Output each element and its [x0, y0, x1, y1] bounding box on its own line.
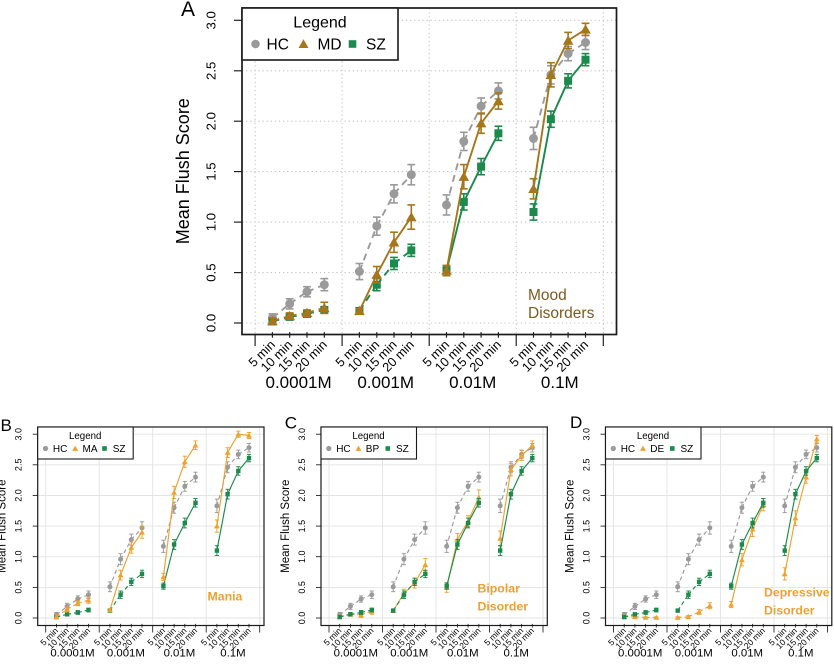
svg-text:0.0: 0.0 — [204, 314, 219, 332]
svg-text:0.001M: 0.001M — [107, 648, 145, 660]
svg-text:0.0: 0.0 — [14, 612, 24, 625]
svg-text:BP: BP — [366, 444, 380, 455]
svg-text:HC: HC — [267, 37, 289, 54]
svg-text:0.0001M: 0.0001M — [50, 648, 94, 660]
svg-text:0.01M: 0.01M — [447, 648, 479, 660]
svg-text:0.01M: 0.01M — [731, 648, 763, 660]
svg-text:1.5: 1.5 — [204, 162, 219, 180]
svg-text:MA: MA — [83, 444, 98, 455]
svg-text:B: B — [1, 416, 12, 435]
svg-text:2.5: 2.5 — [582, 459, 592, 472]
svg-text:1.0: 1.0 — [204, 213, 219, 231]
svg-text:0.0: 0.0 — [582, 612, 592, 625]
svg-text:0.1M: 0.1M — [541, 373, 579, 392]
svg-text:0.01M: 0.01M — [449, 373, 496, 392]
svg-text:SZ: SZ — [396, 444, 409, 455]
svg-text:A: A — [181, 0, 195, 21]
svg-text:SZ: SZ — [681, 444, 694, 455]
svg-text:0.5: 0.5 — [297, 581, 307, 594]
svg-text:0.1M: 0.1M — [788, 648, 813, 660]
svg-text:0.1M: 0.1M — [504, 648, 529, 660]
svg-text:HC: HC — [621, 444, 635, 455]
svg-text:DE: DE — [650, 444, 664, 455]
svg-text:0.0: 0.0 — [297, 612, 307, 625]
svg-text:2.0: 2.0 — [204, 112, 219, 130]
svg-text:1.0: 1.0 — [582, 550, 592, 563]
svg-text:2.0: 2.0 — [297, 489, 307, 502]
svg-text:1.5: 1.5 — [297, 520, 307, 533]
svg-text:1.0: 1.0 — [14, 550, 24, 563]
svg-text:0.0001M: 0.0001M — [266, 373, 332, 392]
svg-text:Legend: Legend — [637, 431, 669, 442]
svg-text:2.5: 2.5 — [14, 459, 24, 472]
svg-text:HC: HC — [53, 444, 67, 455]
svg-text:1.5: 1.5 — [14, 520, 24, 533]
svg-text:3.0: 3.0 — [204, 11, 219, 29]
svg-text:Disorder: Disorder — [478, 600, 529, 614]
svg-text:2.0: 2.0 — [582, 489, 592, 502]
svg-text:0.001M: 0.001M — [390, 648, 428, 660]
svg-text:2.0: 2.0 — [14, 489, 24, 502]
svg-text:Mean Flush Score: Mean Flush Score — [0, 480, 9, 573]
svg-text:Disorders: Disorders — [528, 305, 595, 322]
svg-text:HC: HC — [336, 444, 350, 455]
svg-text:Mood: Mood — [528, 287, 567, 304]
svg-text:SZ: SZ — [366, 37, 386, 54]
svg-text:Depressive: Depressive — [764, 586, 830, 600]
svg-text:Mean Flush Score: Mean Flush Score — [280, 480, 292, 573]
svg-text:0.1M: 0.1M — [220, 648, 245, 660]
svg-text:2.5: 2.5 — [204, 62, 219, 80]
svg-text:0.001M: 0.001M — [357, 373, 414, 392]
svg-text:SZ: SZ — [113, 444, 126, 455]
svg-text:Bipolar: Bipolar — [478, 582, 521, 596]
svg-text:2.5: 2.5 — [297, 459, 307, 472]
svg-text:Disorder: Disorder — [764, 604, 815, 618]
svg-text:0.5: 0.5 — [14, 581, 24, 594]
svg-text:D: D — [570, 413, 582, 432]
svg-text:Legend: Legend — [293, 15, 346, 32]
svg-text:Mania: Mania — [208, 590, 243, 604]
svg-text:Legend: Legend — [352, 431, 384, 442]
svg-text:3.0: 3.0 — [14, 428, 24, 441]
svg-text:0.01M: 0.01M — [164, 648, 196, 660]
svg-text:3.0: 3.0 — [297, 428, 307, 441]
svg-text:1.5: 1.5 — [582, 520, 592, 533]
svg-text:C: C — [285, 414, 297, 433]
svg-text:Mean Flush Score: Mean Flush Score — [173, 98, 193, 244]
svg-text:MD: MD — [318, 37, 342, 54]
svg-text:0.5: 0.5 — [582, 581, 592, 594]
svg-text:1.0: 1.0 — [297, 550, 307, 563]
svg-text:0.001M: 0.001M — [675, 648, 713, 660]
svg-text:0.0001M: 0.0001M — [334, 648, 378, 660]
svg-text:Mean Flush Score: Mean Flush Score — [565, 480, 577, 573]
svg-text:Legend: Legend — [69, 431, 101, 442]
svg-text:0.5: 0.5 — [204, 263, 219, 281]
svg-text:3.0: 3.0 — [582, 428, 592, 441]
svg-text:0.0001M: 0.0001M — [618, 648, 662, 660]
